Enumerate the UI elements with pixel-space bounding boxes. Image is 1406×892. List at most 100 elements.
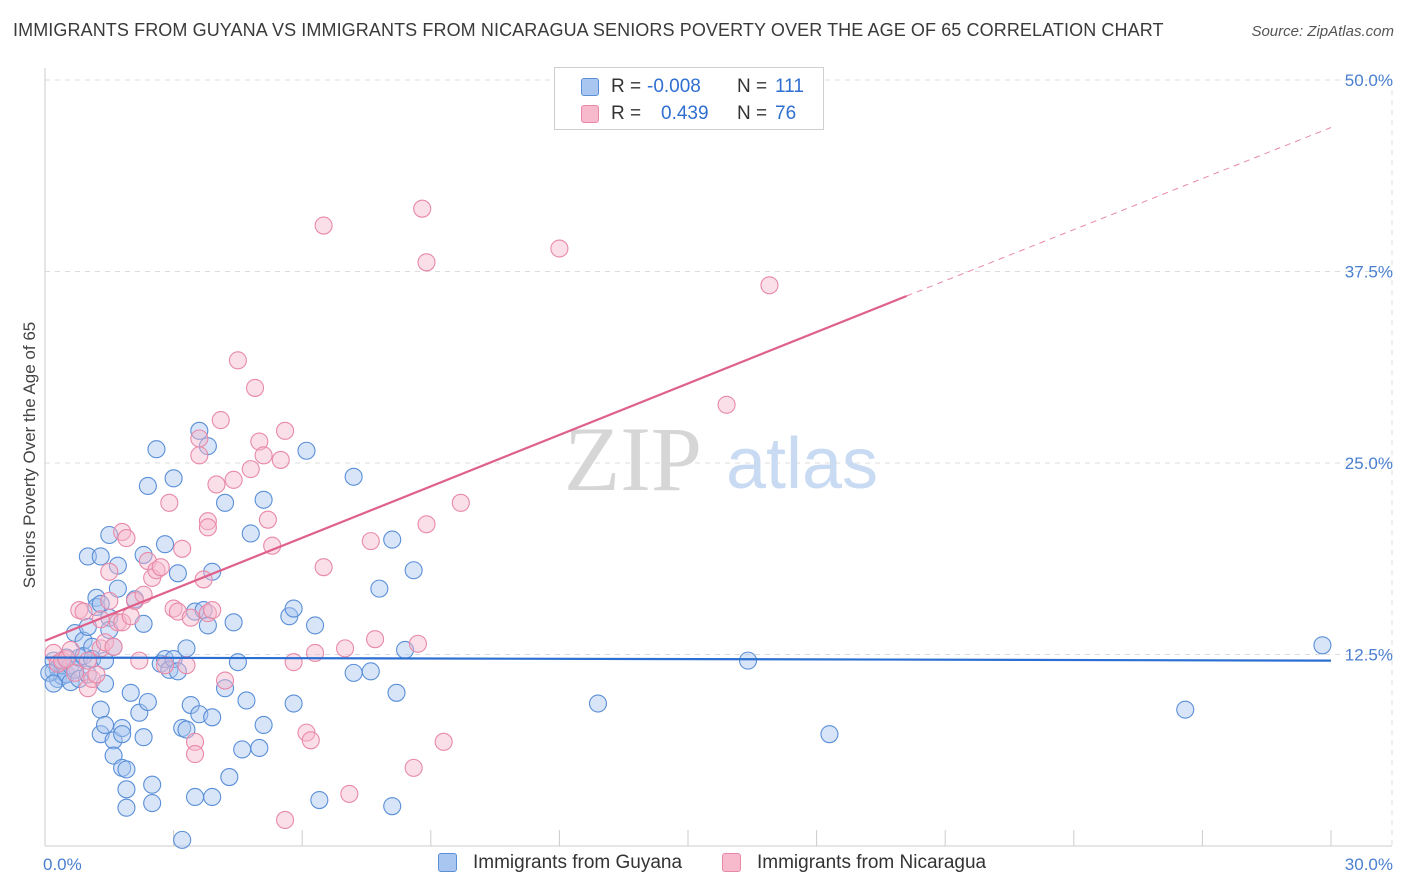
guyana-point	[143, 775, 162, 794]
nicaragua-point	[340, 784, 359, 803]
nicaragua-point	[258, 510, 277, 529]
nicaragua-point	[241, 460, 260, 479]
guyana-point	[177, 720, 196, 739]
nicaragua-point	[78, 679, 97, 698]
legend-n-value: 76	[775, 103, 797, 124]
nicaragua-trendline-extension	[906, 127, 1332, 297]
nicaragua-point	[417, 253, 436, 272]
nicaragua-point	[74, 602, 93, 621]
bottom-legend-swatch-nicaragua	[722, 853, 741, 872]
guyana-point	[91, 547, 110, 566]
x-tick-label: 30.0%	[1345, 855, 1393, 874]
watermark-zip: ZIP	[564, 408, 702, 510]
nicaragua-point	[100, 562, 119, 581]
nicaragua-point	[181, 608, 200, 627]
nicaragua-point	[717, 395, 736, 414]
guyana-point	[108, 579, 127, 598]
nicaragua-point	[78, 651, 97, 670]
y-tick-label: 12.5%	[1345, 646, 1393, 665]
guyana-point	[117, 780, 136, 799]
bottom-legend-label-nicaragua: Immigrants from Nicaragua	[757, 852, 987, 873]
guyana-point	[588, 694, 608, 713]
guyana-point	[383, 797, 402, 816]
nicaragua-point	[434, 732, 453, 751]
y-tick-label: 25.0%	[1345, 454, 1393, 473]
nicaragua-point	[284, 653, 303, 672]
guyana-point	[241, 524, 260, 543]
guyana-point	[138, 476, 157, 496]
nicaragua-point	[121, 607, 140, 626]
nicaragua-point	[301, 731, 320, 750]
guyana-point	[228, 653, 247, 672]
guyana-point	[310, 790, 329, 810]
tick-labels: 12.5% 25.0% 37.5% 50.0% 0.0% 30.0%	[43, 71, 1393, 874]
nicaragua-point	[130, 651, 149, 670]
guyana-point	[203, 787, 222, 807]
guyana-point	[155, 535, 175, 554]
watermark-atlas: atlas	[726, 424, 878, 504]
guyana-point	[306, 616, 325, 635]
legend-r-value: 0.439	[661, 103, 709, 124]
guyana-point	[284, 694, 303, 713]
nicaragua-point	[215, 671, 235, 690]
guyana-point	[215, 679, 235, 698]
nicaragua-point	[203, 601, 222, 620]
legend-r-label: R =	[611, 103, 642, 124]
nicaragua-trendline	[44, 294, 908, 642]
nicaragua-point	[65, 663, 85, 682]
guyana-point	[117, 798, 136, 817]
guyana-point	[147, 440, 166, 459]
guyana-point	[220, 768, 239, 787]
guyana-point	[344, 663, 363, 682]
guyana-point	[138, 692, 157, 712]
guyana-point	[254, 490, 273, 509]
guyana-point	[173, 830, 192, 849]
guyana-point	[44, 674, 63, 693]
nicaragua-point	[361, 532, 380, 551]
nicaragua-point	[250, 432, 269, 451]
nicaragua-point	[57, 650, 76, 669]
legend-n-value: 111	[775, 76, 804, 97]
guyana-point	[254, 715, 273, 735]
guyana-point	[117, 760, 136, 779]
nicaragua-point	[151, 558, 170, 577]
nicaragua-point	[314, 216, 333, 235]
trendlines	[44, 127, 1332, 662]
bottom-legend-label-guyana: Immigrants from Guyana	[473, 852, 683, 873]
nicaragua-point	[404, 758, 423, 777]
axes	[44, 68, 1392, 847]
guyana-point	[284, 599, 303, 618]
y-axis-label: Seniors Poverty Over the Age of 65	[20, 322, 39, 588]
nicaragua-point	[254, 446, 273, 465]
nicaragua-point	[276, 421, 295, 440]
guyana-point	[168, 564, 187, 583]
nicaragua-point	[336, 639, 355, 658]
guyana-point	[143, 794, 162, 813]
nicaragua-point	[185, 745, 205, 764]
nicaragua-point	[160, 493, 179, 512]
nicaragua-point	[224, 470, 243, 489]
guyana-point	[370, 579, 389, 598]
guyana-point	[203, 708, 222, 727]
guyana-point	[1176, 700, 1195, 719]
guyana-point	[361, 662, 380, 681]
nicaragua-point	[177, 656, 196, 675]
nicaragua-point	[760, 276, 779, 295]
nicaragua-point	[185, 732, 205, 751]
guyana-point	[95, 715, 115, 735]
guyana-point	[820, 725, 839, 744]
legend-swatch-guyana	[581, 78, 599, 96]
nicaragua-point	[228, 351, 247, 370]
nicaragua-point	[173, 539, 192, 558]
legend-swatch-nicaragua	[581, 105, 599, 123]
chart-title: IMMIGRANTS FROM GUYANA VS IMMIGRANTS FRO…	[13, 20, 1164, 40]
legend-n-label: N =	[737, 76, 768, 97]
guyana-point	[113, 718, 132, 738]
nicaragua-point	[271, 450, 290, 469]
guyana-point	[113, 725, 132, 744]
correlation-legend: R = -0.008 N = 111 R = 0.439 N = 76	[554, 67, 824, 130]
guyana-point	[297, 441, 316, 460]
nicaragua-point	[61, 640, 80, 659]
nicaragua-point	[155, 656, 175, 675]
